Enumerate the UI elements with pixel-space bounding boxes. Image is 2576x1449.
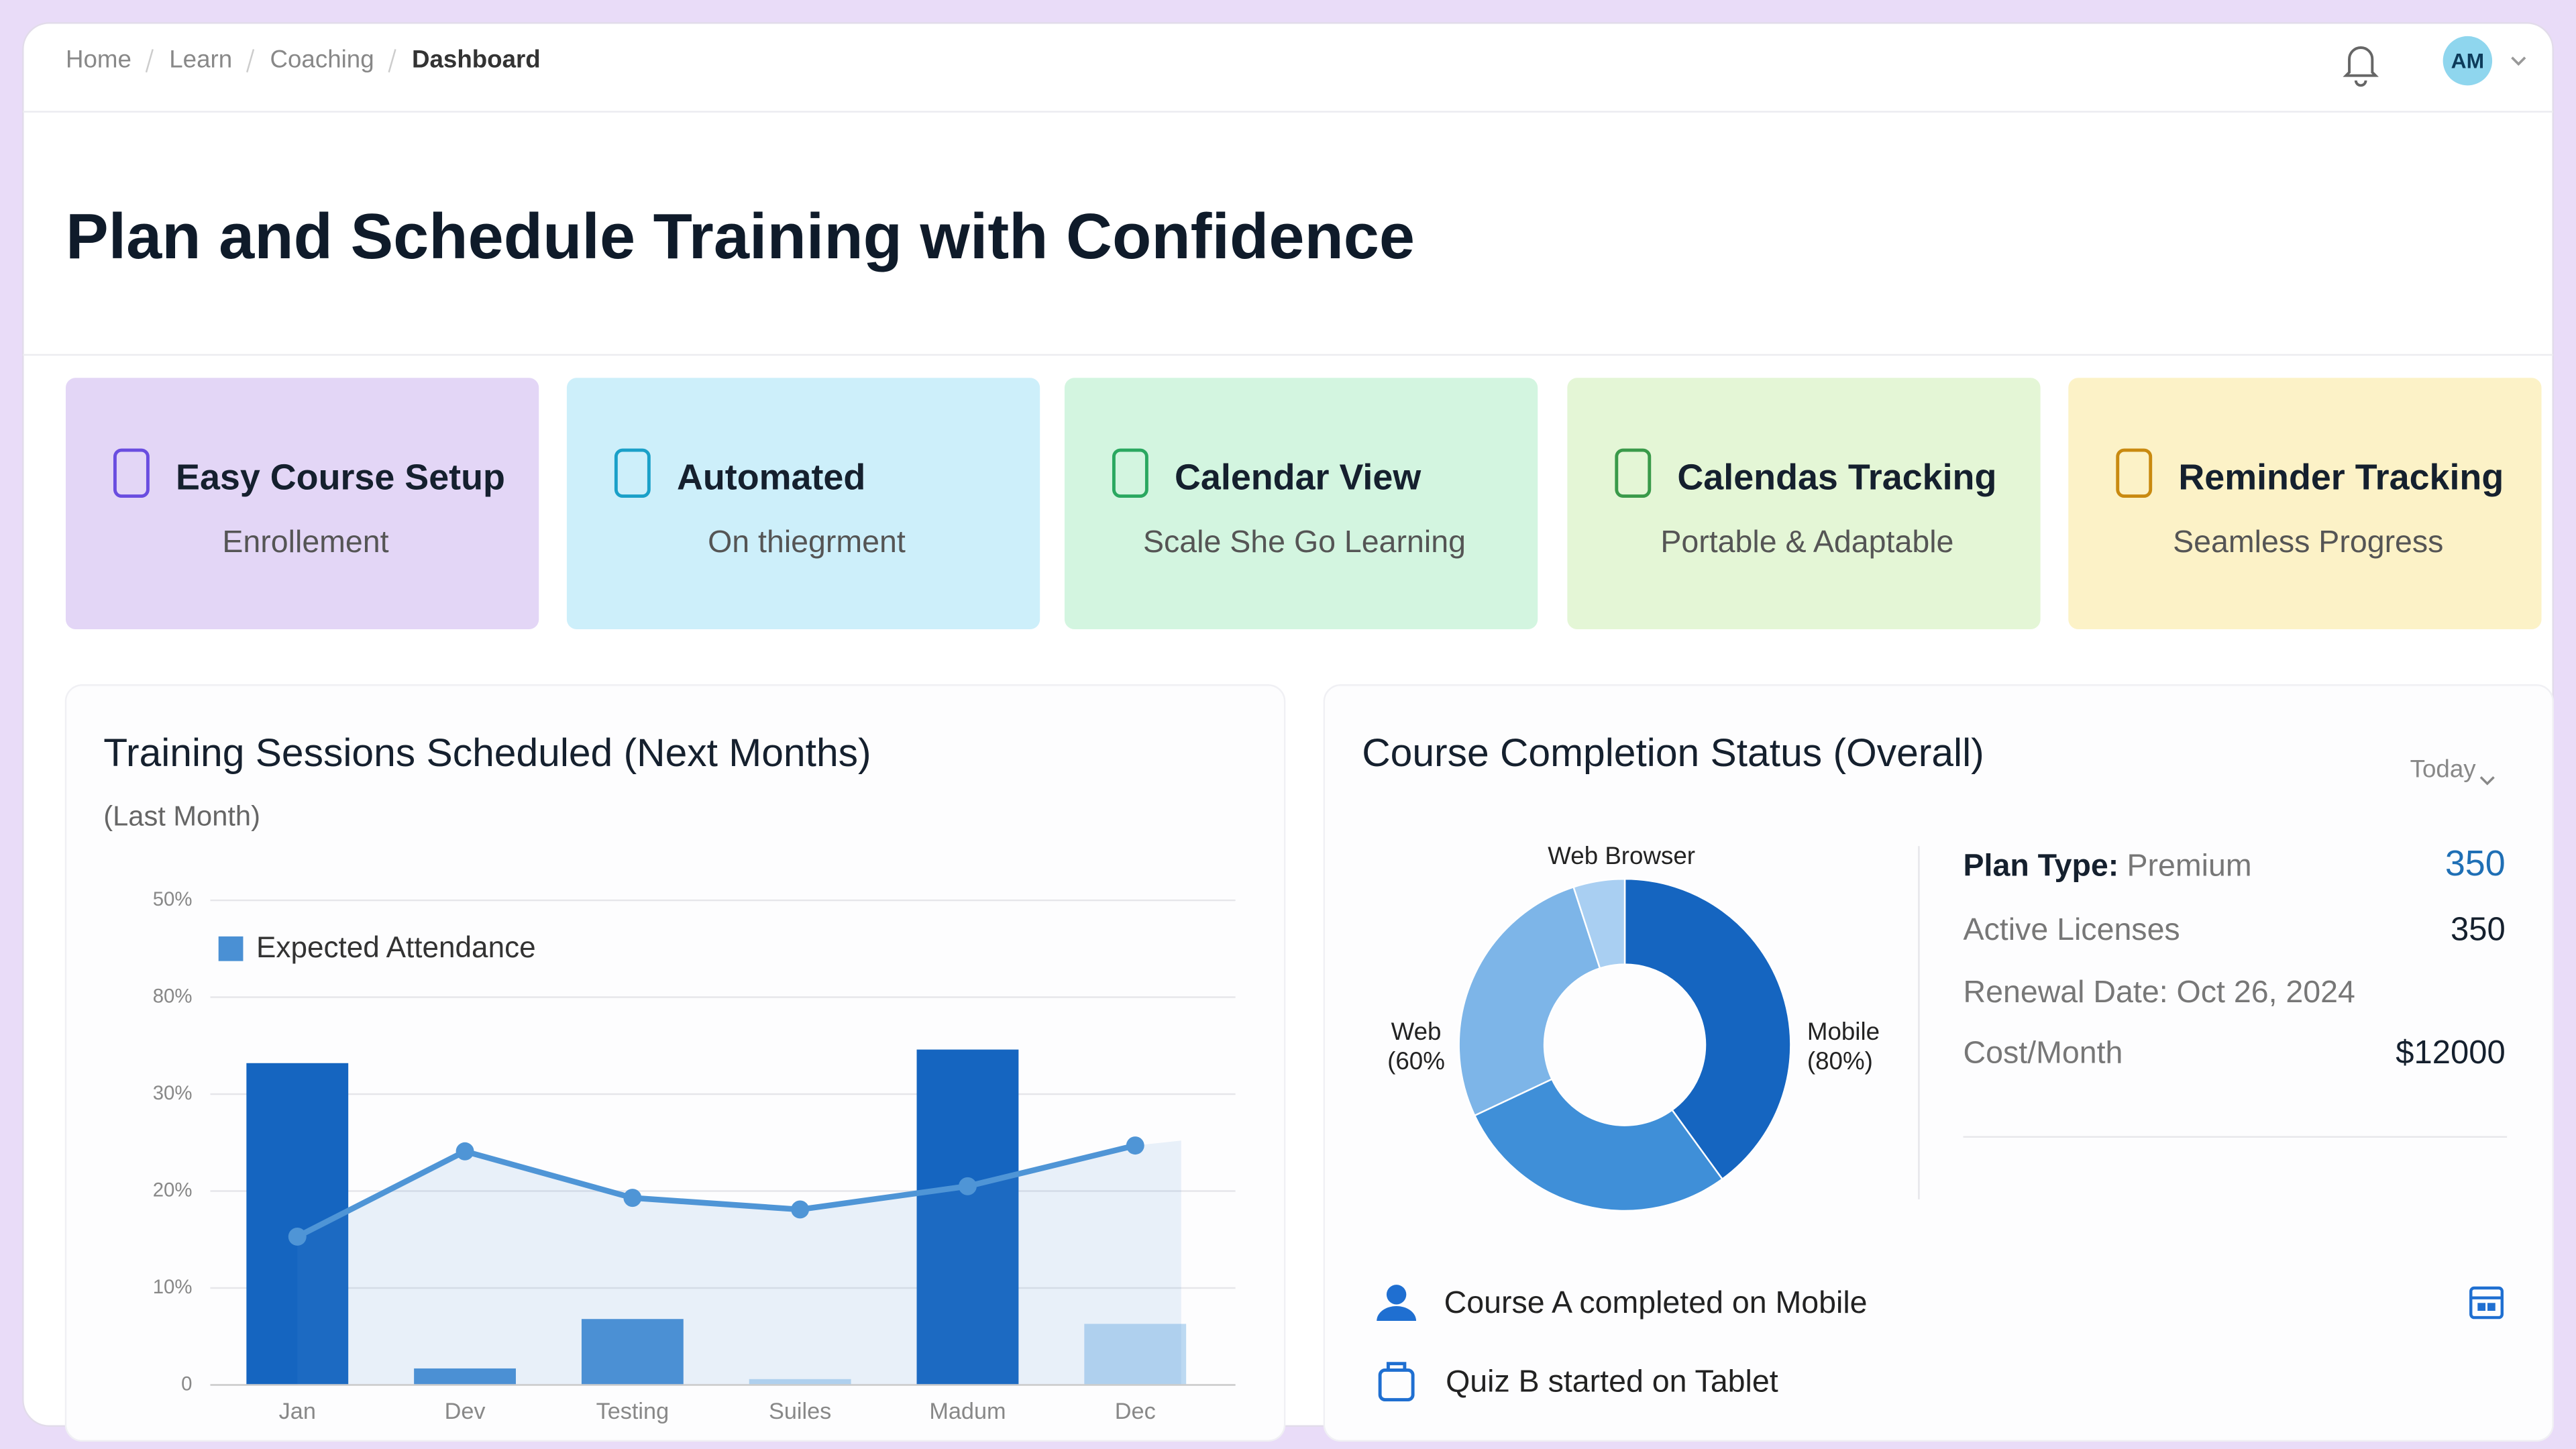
legend-swatch <box>218 936 244 961</box>
chart-title: Training Sessions Scheduled (Next Months… <box>103 731 871 775</box>
legend-label: Expected Attendance <box>256 931 536 964</box>
donut-label: (60% <box>1387 1047 1445 1075</box>
line <box>296 1142 1136 1240</box>
user-icon <box>1377 1285 1417 1321</box>
line-point <box>623 1189 642 1208</box>
bar <box>246 1063 349 1385</box>
stat-detail: Premium <box>2127 847 2252 882</box>
donut-slice <box>1623 877 1792 1181</box>
donut-slice <box>1458 885 1601 1117</box>
breadcrumb-item[interactable]: Coaching <box>270 45 374 72</box>
card-subtitle: Seamless Progress <box>2173 524 2443 559</box>
card-subtitle: Scale She Go Learning <box>1143 524 1466 559</box>
card-title: Reminder Tracking <box>2178 457 2504 497</box>
feature-card[interactable] <box>65 378 539 629</box>
avatar-initials[interactable]: AM <box>2451 48 2485 72</box>
card-icon <box>1615 448 1652 498</box>
x-tick-label: Dec <box>1115 1399 1156 1424</box>
donut-label: (80%) <box>1807 1047 1873 1075</box>
card-title: Calendas Tracking <box>1677 457 1996 497</box>
activity-item: Course A completed on Mobile <box>1444 1285 1868 1320</box>
tablet-icon <box>1378 1362 1415 1401</box>
chart-subtitle: (Last Month) <box>103 800 260 832</box>
bar <box>916 1049 1019 1385</box>
y-tick-label: 20% <box>153 1179 193 1201</box>
y-tick-label: 10% <box>153 1276 193 1298</box>
card-title: Easy Course Setup <box>176 457 505 497</box>
activity-item: Quiz B started on Tablet <box>1446 1363 1778 1398</box>
filter-caret[interactable] <box>2479 776 2495 786</box>
stat-amount: 350 <box>2451 912 2506 948</box>
line-point <box>958 1177 977 1195</box>
line-point <box>791 1200 810 1219</box>
feature-card[interactable] <box>1064 378 1538 629</box>
page-title: Plan and Schedule Training with Confiden… <box>66 201 1415 272</box>
card-title: Automated <box>677 457 865 497</box>
bell-icon[interactable] <box>2343 46 2379 87</box>
breadcrumb-separator <box>145 49 154 73</box>
x-tick-label: Testing <box>596 1399 669 1424</box>
breadcrumb-item[interactable]: Dashboard <box>412 45 541 72</box>
stat-label: Cost/Month <box>1964 1035 2123 1070</box>
donut-label: Web <box>1391 1018 1442 1045</box>
line-point <box>1126 1136 1144 1155</box>
x-tick-label: Madum <box>929 1399 1006 1424</box>
y-tick-label: 80% <box>153 985 193 1007</box>
stat-label: Renewal Date: Oct 26, 2024 <box>1964 974 2355 1009</box>
line-point <box>288 1227 307 1246</box>
panel-title: Course Completion Status (Overall) <box>1362 731 1984 775</box>
breadcrumb-item[interactable]: Learn <box>169 45 232 72</box>
donut-label: Mobile <box>1807 1018 1880 1045</box>
stat-label: Active Licenses <box>1964 912 2180 947</box>
card-icon <box>614 448 651 498</box>
y-tick-label: 50% <box>153 888 193 910</box>
donut-slice <box>1473 1078 1724 1212</box>
feature-card[interactable] <box>2068 378 2542 629</box>
donut-label: Web Browser <box>1548 842 1695 869</box>
card-icon <box>1112 448 1148 498</box>
bar <box>1084 1324 1187 1385</box>
donut-slice <box>1572 877 1626 969</box>
card-subtitle: On thiegrment <box>708 524 906 559</box>
x-tick-label: Dev <box>445 1399 486 1424</box>
line-point <box>455 1142 474 1161</box>
stat-label: Plan Type: <box>1964 847 2119 882</box>
bar <box>749 1379 851 1385</box>
bar <box>581 1319 684 1385</box>
card-icon <box>113 448 150 498</box>
bar <box>414 1368 516 1385</box>
avatar[interactable] <box>2443 36 2493 86</box>
line-area <box>297 1140 1181 1385</box>
stat-amount: 350 <box>2445 843 2506 883</box>
filter-dropdown[interactable]: Today <box>2410 755 2477 782</box>
breadcrumb-separator <box>388 49 396 73</box>
stat-amount: $12000 <box>2396 1034 2505 1071</box>
completion-panel <box>1323 684 2554 1442</box>
avatar-caret[interactable] <box>2511 56 2526 66</box>
breadcrumb-separator <box>246 49 255 73</box>
breadcrumb-item[interactable]: Home <box>66 45 131 72</box>
feature-card[interactable] <box>1567 378 2041 629</box>
card-subtitle: Enrollement <box>222 524 388 559</box>
x-tick-label: Jan <box>279 1399 316 1424</box>
card-icon <box>2116 448 2153 498</box>
feature-card[interactable] <box>566 378 1040 629</box>
card-subtitle: Portable & Adaptable <box>1660 524 1953 559</box>
y-tick-label: 0 <box>181 1373 192 1395</box>
x-tick-label: Suiles <box>769 1399 831 1424</box>
calendar-icon[interactable] <box>2469 1286 2504 1320</box>
y-tick-label: 30% <box>153 1082 193 1104</box>
card-title: Calendar View <box>1175 457 1421 497</box>
